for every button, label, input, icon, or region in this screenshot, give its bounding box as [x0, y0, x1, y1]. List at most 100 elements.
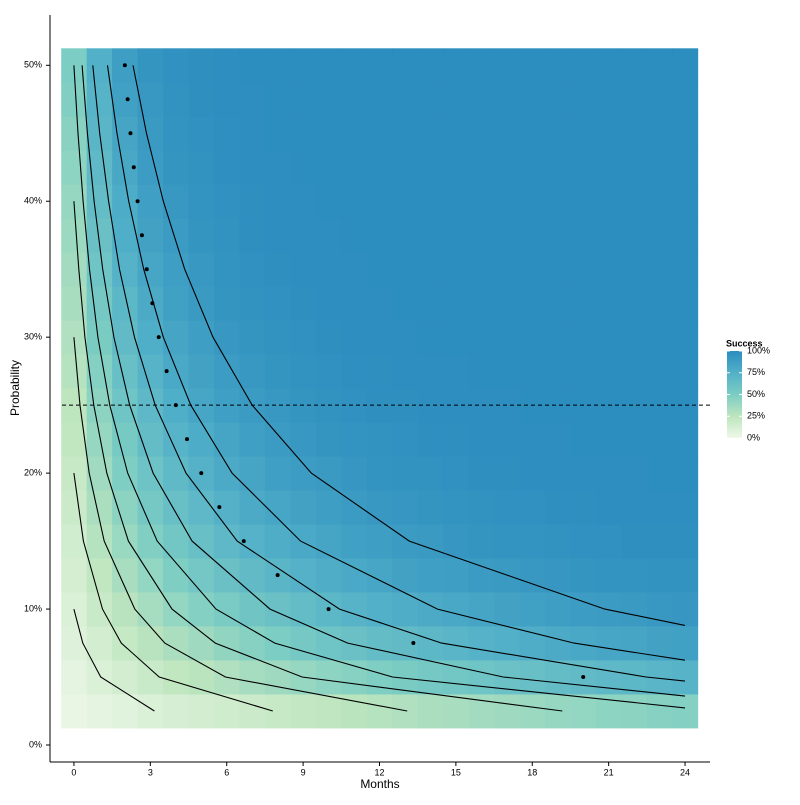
heat-cell [366, 354, 393, 389]
heat-cell [86, 82, 113, 117]
heat-cell [417, 694, 444, 729]
heat-cell [443, 660, 470, 695]
heat-cell [519, 82, 546, 117]
heat-cell [366, 320, 393, 355]
heat-cell [468, 218, 495, 253]
heat-cell [468, 456, 495, 491]
heat-cell [86, 524, 113, 559]
heat-cell [392, 320, 419, 355]
heat-cell [468, 82, 495, 117]
heat-cell [468, 660, 495, 695]
y-axis-title: Probability [8, 360, 22, 416]
heat-cell [366, 82, 393, 117]
heat-cell [468, 558, 495, 593]
heat-cell [417, 218, 444, 253]
heat-cell [86, 626, 113, 661]
heat-cell [494, 694, 520, 729]
legend-label: 75% [747, 367, 765, 377]
heat-cell [188, 422, 215, 457]
heat-cell [112, 490, 138, 525]
heat-cell [621, 48, 648, 83]
heat-cell [239, 48, 266, 83]
heat-cell [646, 320, 673, 355]
heat-cell [290, 422, 317, 457]
heat-cell [163, 48, 189, 83]
heat-cell [290, 626, 317, 661]
heat-cell [112, 82, 138, 117]
heat-cell [570, 592, 597, 627]
point [275, 573, 280, 578]
heat-cell [290, 490, 317, 525]
heat-cell [290, 320, 317, 355]
heat-cell [545, 558, 571, 593]
heat-cell [468, 150, 495, 185]
point [156, 335, 161, 340]
heat-cell [137, 490, 164, 525]
heat-cell [239, 558, 266, 593]
heat-cell [366, 524, 393, 559]
heat-cell [163, 490, 189, 525]
heat-cell [163, 286, 189, 321]
heat-cell [188, 82, 215, 117]
heat-cell [621, 660, 648, 695]
heat-cell [239, 150, 266, 185]
heat-cell [290, 252, 317, 287]
heat-cell [264, 660, 291, 695]
point [184, 437, 189, 442]
heat-cell [366, 150, 393, 185]
heat-cell [239, 694, 266, 729]
heat-cell [61, 252, 88, 287]
heat-cell [341, 524, 368, 559]
y-tick-label: 40% [24, 196, 42, 206]
heat-cell [315, 286, 342, 321]
heat-cell [417, 626, 444, 661]
heat-cell [570, 184, 597, 219]
heat-cell [417, 490, 444, 525]
legend-colorbar [727, 351, 742, 438]
heat-cell [519, 48, 546, 83]
heat-cell [341, 660, 368, 695]
heat-cell [315, 524, 342, 559]
heat-cell [646, 558, 673, 593]
heat-cell [443, 184, 470, 219]
heat-cell [621, 320, 648, 355]
heat-cell [494, 456, 520, 491]
heat-cell [494, 150, 520, 185]
heat-cell [341, 116, 368, 151]
heat-cell [264, 694, 291, 729]
heat-cell [163, 82, 189, 117]
heat-cell [545, 354, 571, 389]
heat-cell [188, 592, 215, 627]
heat-cell [239, 490, 266, 525]
heat-cell [646, 490, 673, 525]
heat-cell [341, 592, 368, 627]
heat-cell [239, 184, 266, 219]
heat-cell [366, 694, 393, 729]
heat-cell [672, 456, 699, 491]
heat-cell [621, 456, 648, 491]
heat-cell [545, 82, 571, 117]
heat-cell [188, 626, 215, 661]
heat-cell [672, 694, 699, 729]
heat-cell [672, 524, 699, 559]
heat-cell [443, 524, 470, 559]
heat-cell [163, 626, 189, 661]
heat-cell [188, 694, 215, 729]
heat-cell [86, 422, 113, 457]
heat-cell [545, 490, 571, 525]
x-tick-label: 0 [71, 767, 76, 777]
heat-cell [239, 354, 266, 389]
heat-cell [137, 150, 164, 185]
heat-cell [86, 694, 113, 729]
heat-cell [86, 48, 113, 83]
x-tick-label: 21 [604, 767, 614, 777]
heat-cell [341, 626, 368, 661]
heat-cell [290, 354, 317, 389]
heat-cell [621, 116, 648, 151]
x-axis-title: Months [360, 777, 399, 791]
heat-cell [417, 558, 444, 593]
point [122, 63, 127, 68]
heat-cell [545, 48, 571, 83]
heat-cell [137, 456, 164, 491]
